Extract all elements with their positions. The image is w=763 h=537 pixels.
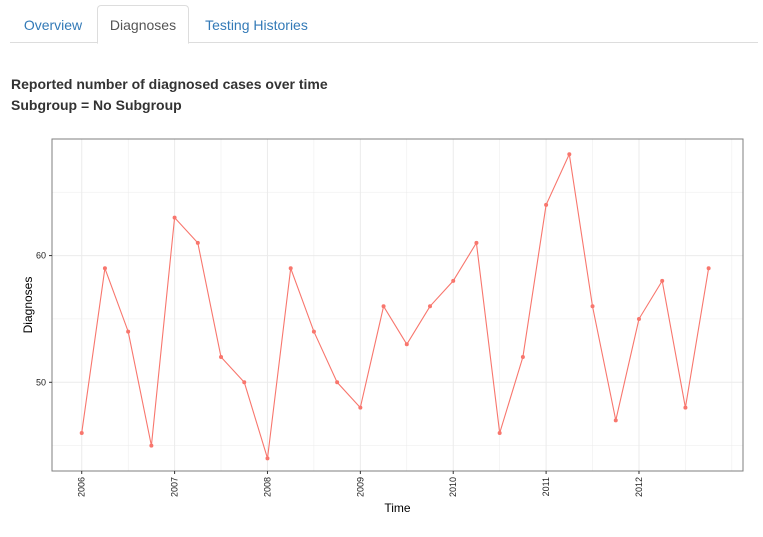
y-tick-label: 60	[36, 251, 46, 261]
x-tick-label: 2009	[355, 477, 365, 497]
data-point	[497, 430, 502, 435]
data-point	[381, 304, 386, 309]
data-point	[544, 202, 549, 207]
data-point	[219, 354, 224, 359]
chart-heading-subgroup: Subgroup = No Subgroup	[11, 97, 182, 113]
data-point	[358, 405, 363, 410]
tab-testing-histories[interactable]: Testing Histories	[205, 17, 308, 33]
tab-diagnoses[interactable]: Diagnoses	[97, 5, 189, 44]
tab-bar: Overview Diagnoses Testing Histories	[10, 0, 758, 44]
data-point	[335, 380, 340, 385]
data-point	[102, 266, 107, 271]
x-tick-label: 2008	[262, 477, 272, 497]
y-tick-label: 50	[36, 377, 46, 387]
data-point	[172, 215, 177, 220]
tab-overview[interactable]: Overview	[23, 17, 83, 33]
data-point	[311, 329, 316, 334]
data-point	[451, 278, 456, 283]
x-tick-label: 2011	[541, 477, 551, 496]
data-point	[636, 316, 641, 321]
data-point	[288, 266, 293, 271]
data-point	[520, 354, 525, 359]
data-point	[265, 456, 270, 461]
x-tick-label: 2010	[448, 477, 458, 497]
x-tick-label: 2012	[634, 477, 644, 497]
x-tick-label: 2006	[77, 477, 87, 497]
data-point	[242, 380, 247, 385]
data-point	[706, 266, 711, 271]
data-point	[126, 329, 131, 334]
data-point	[428, 304, 433, 309]
y-axis-title: Diagnoses	[21, 277, 35, 334]
data-point	[683, 405, 688, 410]
data-point	[567, 152, 572, 157]
data-point	[404, 342, 409, 347]
chart-heading-title: Reported number of diagnosed cases over …	[11, 76, 328, 92]
data-point	[590, 304, 595, 309]
data-point	[660, 278, 665, 283]
x-tick-label: 2007	[170, 477, 180, 497]
data-point	[195, 240, 200, 245]
data-point	[613, 418, 618, 423]
data-point	[79, 430, 84, 435]
plot-panel-border	[51, 138, 744, 472]
data-point	[149, 443, 154, 448]
series-line	[81, 152, 710, 459]
data-point	[474, 240, 479, 245]
x-axis-title: Time	[384, 501, 411, 515]
